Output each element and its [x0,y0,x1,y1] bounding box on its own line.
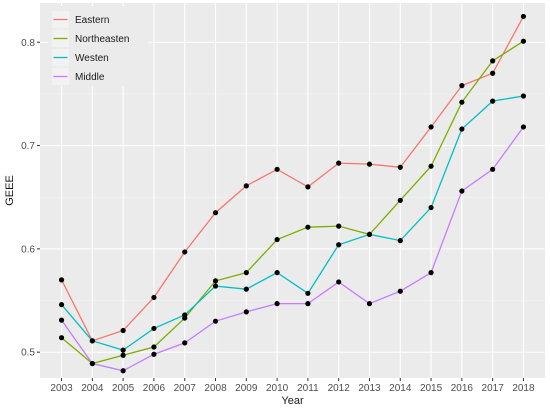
series-line-westen [61,95,524,351]
legend-label-westen: Westen [75,53,109,64]
data-point-westen [182,312,188,318]
y-tick-label: 0.7 [21,141,35,152]
x-tick-label: 2018 [512,383,535,394]
data-point-eastern [428,124,434,130]
data-point-northeasten [459,99,465,105]
data-point-middle [366,301,373,307]
data-point-eastern [366,161,373,167]
data-point-westen [428,204,434,211]
y-tick-label: 0.8 [21,38,35,49]
data-point-middle [305,301,311,307]
data-point-eastern [151,294,157,301]
data-point-westen [212,283,219,289]
data-point-northeasten [397,197,403,203]
x-tick-label: 2006 [143,383,166,394]
data-point-eastern [520,13,527,20]
y-axis-ticks: 0.5 0.6 0.7 0.8 [21,38,40,359]
data-point-westen [397,238,403,244]
data-point-middle [243,309,249,315]
series-line-northeasten [61,40,524,365]
data-point-westen [151,325,157,332]
data-point-westen [120,347,126,353]
data-point-westen [336,242,342,248]
x-tick-label: 2007 [174,383,197,394]
data-point-northeasten [336,223,342,229]
data-point-westen [305,290,311,296]
y-axis-title: GEEE [4,175,16,206]
x-tick-label: 2013 [358,383,381,394]
data-point-northeasten [151,344,157,350]
data-point-middle [182,340,188,346]
data-point-eastern [459,83,465,89]
data-point-eastern [212,210,219,216]
x-tick-label: 2008 [204,383,227,394]
data-point-westen [274,270,280,276]
data-point-eastern [336,160,342,166]
grid-minor [40,93,545,301]
series-points [58,13,527,374]
data-point-northeasten [58,335,65,341]
data-point-eastern [305,184,311,190]
x-tick-label: 2014 [389,383,412,394]
data-point-eastern [397,164,403,170]
data-point-westen [89,338,95,344]
x-tick-label: 2016 [451,383,474,394]
data-point-middle [151,351,157,357]
x-tick-label: 2012 [328,383,351,394]
legend-label-middle: Middle [75,72,105,83]
x-tick-label: 2004 [81,383,104,394]
x-tick-label: 2009 [235,383,258,394]
data-point-westen [490,98,496,104]
data-point-middle [397,288,403,294]
data-point-middle [490,166,496,172]
data-point-northeasten [428,163,434,169]
x-axis-ticks: 2003 2004 2005 2006 2007 2008 2009 2010 2011 2012… [50,378,535,394]
data-point-middle [428,270,434,276]
data-point-northeasten [212,278,219,284]
data-point-middle [120,368,126,374]
series-lines [60,16,525,372]
data-point-middle [58,317,65,323]
data-point-westen [243,286,249,292]
data-point-middle [336,279,342,285]
data-point-westen [459,126,465,132]
x-tick-label: 2011 [297,383,319,394]
x-tick-label: 2010 [266,383,289,394]
data-point-middle [520,124,527,130]
x-tick-label: 2003 [50,383,73,394]
y-tick-label: 0.6 [21,244,35,255]
legend-label-northeasten: Northeasten [75,34,129,45]
legend-label-eastern: Eastern [75,15,109,26]
data-point-middle [459,188,465,194]
data-point-eastern [182,249,188,255]
data-point-northeasten [243,270,249,276]
series-line-eastern [60,16,525,342]
data-point-westen [58,302,65,308]
data-point-eastern [58,277,65,283]
data-point-eastern [274,166,280,172]
data-point-middle [212,318,219,324]
data-point-northeasten [305,224,311,230]
data-point-westen [366,231,373,238]
data-point-middle [274,301,280,307]
series-line-middle [61,126,524,372]
data-point-northeasten [520,38,527,44]
data-point-northeasten [120,352,126,358]
data-point-middle [89,360,95,367]
data-point-eastern [120,327,126,334]
x-tick-label: 2015 [420,383,443,394]
y-tick-label: 0.5 [21,348,35,359]
x-tick-label: 2017 [482,383,505,394]
x-axis-title: Year [281,395,304,407]
data-point-eastern [490,70,496,76]
data-point-eastern [243,183,249,189]
data-point-northeasten [274,236,280,243]
legend: Eastern Northeasten Westen Middle [48,6,148,86]
data-point-westen [520,93,527,99]
data-point-northeasten [490,58,496,64]
x-tick-label: 2005 [112,383,135,394]
